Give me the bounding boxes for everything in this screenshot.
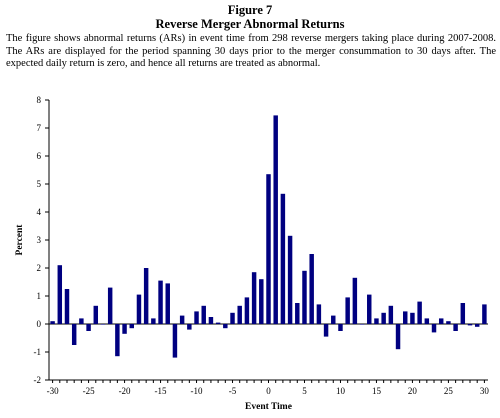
bar bbox=[417, 301, 422, 324]
bar bbox=[438, 318, 444, 324]
y-tick-label: 4 bbox=[37, 207, 42, 217]
x-tick-label: -20 bbox=[119, 386, 131, 396]
bar bbox=[424, 318, 430, 324]
bar bbox=[403, 311, 408, 324]
bar bbox=[223, 324, 228, 329]
bar bbox=[107, 287, 113, 324]
bar bbox=[64, 289, 70, 324]
x-tick-group: -30 -25 -20 -15 -10 -5 0 5 10 15 20 25 30 bbox=[47, 379, 490, 396]
bar bbox=[230, 312, 235, 324]
bar bbox=[453, 324, 458, 331]
y-tick-label: -1 bbox=[34, 347, 42, 357]
bar bbox=[345, 297, 350, 324]
y-tick-label: 5 bbox=[37, 179, 42, 189]
x-tick-label: -5 bbox=[229, 386, 237, 396]
bar bbox=[129, 324, 134, 329]
x-tick-label: 25 bbox=[444, 386, 454, 396]
bar bbox=[395, 324, 401, 350]
figure-caption: The figure shows abnormal returns (ARs) … bbox=[6, 33, 496, 69]
bar bbox=[151, 318, 156, 324]
y-tick-label: 0 bbox=[37, 319, 42, 329]
x-tick-label: 0 bbox=[266, 386, 271, 396]
bar bbox=[460, 303, 466, 324]
bar bbox=[266, 174, 271, 324]
bar bbox=[367, 294, 372, 324]
bar bbox=[194, 311, 199, 324]
bar bbox=[410, 312, 415, 324]
y-tick-label: 2 bbox=[37, 263, 42, 273]
x-tick-label: 5 bbox=[302, 386, 307, 396]
bar bbox=[295, 303, 300, 324]
y-tick-label: 3 bbox=[37, 235, 42, 245]
bar bbox=[251, 272, 257, 324]
bar bbox=[215, 322, 221, 324]
bar bbox=[179, 315, 185, 324]
bar bbox=[158, 280, 163, 324]
bar bbox=[287, 235, 293, 324]
bar bbox=[93, 305, 99, 324]
bar bbox=[122, 324, 127, 334]
bar bbox=[302, 270, 307, 324]
bar bbox=[79, 318, 84, 324]
bar bbox=[323, 324, 329, 337]
y-tick-label: 8 bbox=[37, 95, 42, 105]
bar bbox=[165, 283, 170, 324]
x-tick-label: 30 bbox=[480, 386, 490, 396]
bar bbox=[187, 324, 192, 330]
bar bbox=[446, 321, 451, 324]
y-tick-group: -2 -1 0 1 2 3 4 5 6 7 8 bbox=[34, 95, 49, 385]
bar bbox=[352, 277, 358, 324]
y-tick-label: 7 bbox=[37, 123, 42, 133]
bar bbox=[259, 279, 264, 324]
bar bbox=[201, 305, 206, 324]
bar bbox=[237, 305, 242, 324]
y-tick-label: 6 bbox=[37, 151, 42, 161]
bar bbox=[50, 321, 55, 324]
bar bbox=[143, 268, 149, 324]
bar bbox=[172, 324, 178, 358]
bar bbox=[316, 304, 322, 324]
bar bbox=[208, 317, 214, 324]
bar bbox=[482, 304, 487, 324]
bar bbox=[273, 115, 278, 325]
bar bbox=[280, 193, 286, 324]
bar bbox=[388, 305, 394, 324]
x-tick-label: -30 bbox=[47, 386, 59, 396]
x-tick-label: 15 bbox=[372, 386, 382, 396]
x-tick-label: -15 bbox=[155, 386, 167, 396]
x-tick-label: -10 bbox=[191, 386, 203, 396]
y-tick-label: 1 bbox=[37, 291, 42, 301]
bar bbox=[57, 265, 63, 324]
bar bbox=[381, 312, 386, 324]
x-axis-title: Event Time bbox=[245, 402, 292, 412]
x-tick-label: 20 bbox=[408, 386, 418, 396]
x-tick-label: 10 bbox=[336, 386, 346, 396]
bar bbox=[136, 294, 142, 324]
y-tick-label: -2 bbox=[34, 375, 42, 385]
bar bbox=[467, 324, 473, 326]
bar bbox=[359, 324, 365, 325]
x-tick-label: -25 bbox=[83, 386, 95, 396]
figure-label: Figure 7 bbox=[227, 3, 273, 17]
bar bbox=[374, 318, 379, 324]
figure-title: Reverse Merger Abnormal Returns bbox=[155, 17, 345, 31]
bar bbox=[71, 324, 77, 345]
bar-series bbox=[50, 115, 487, 358]
bar bbox=[338, 324, 343, 331]
bar bbox=[100, 324, 106, 325]
bar bbox=[309, 254, 314, 324]
bar bbox=[474, 324, 480, 327]
bar bbox=[86, 324, 91, 331]
y-axis-title: Percent bbox=[15, 224, 25, 256]
bar bbox=[331, 315, 336, 324]
bar bbox=[115, 324, 120, 357]
bar bbox=[431, 324, 437, 333]
bar bbox=[244, 297, 250, 324]
